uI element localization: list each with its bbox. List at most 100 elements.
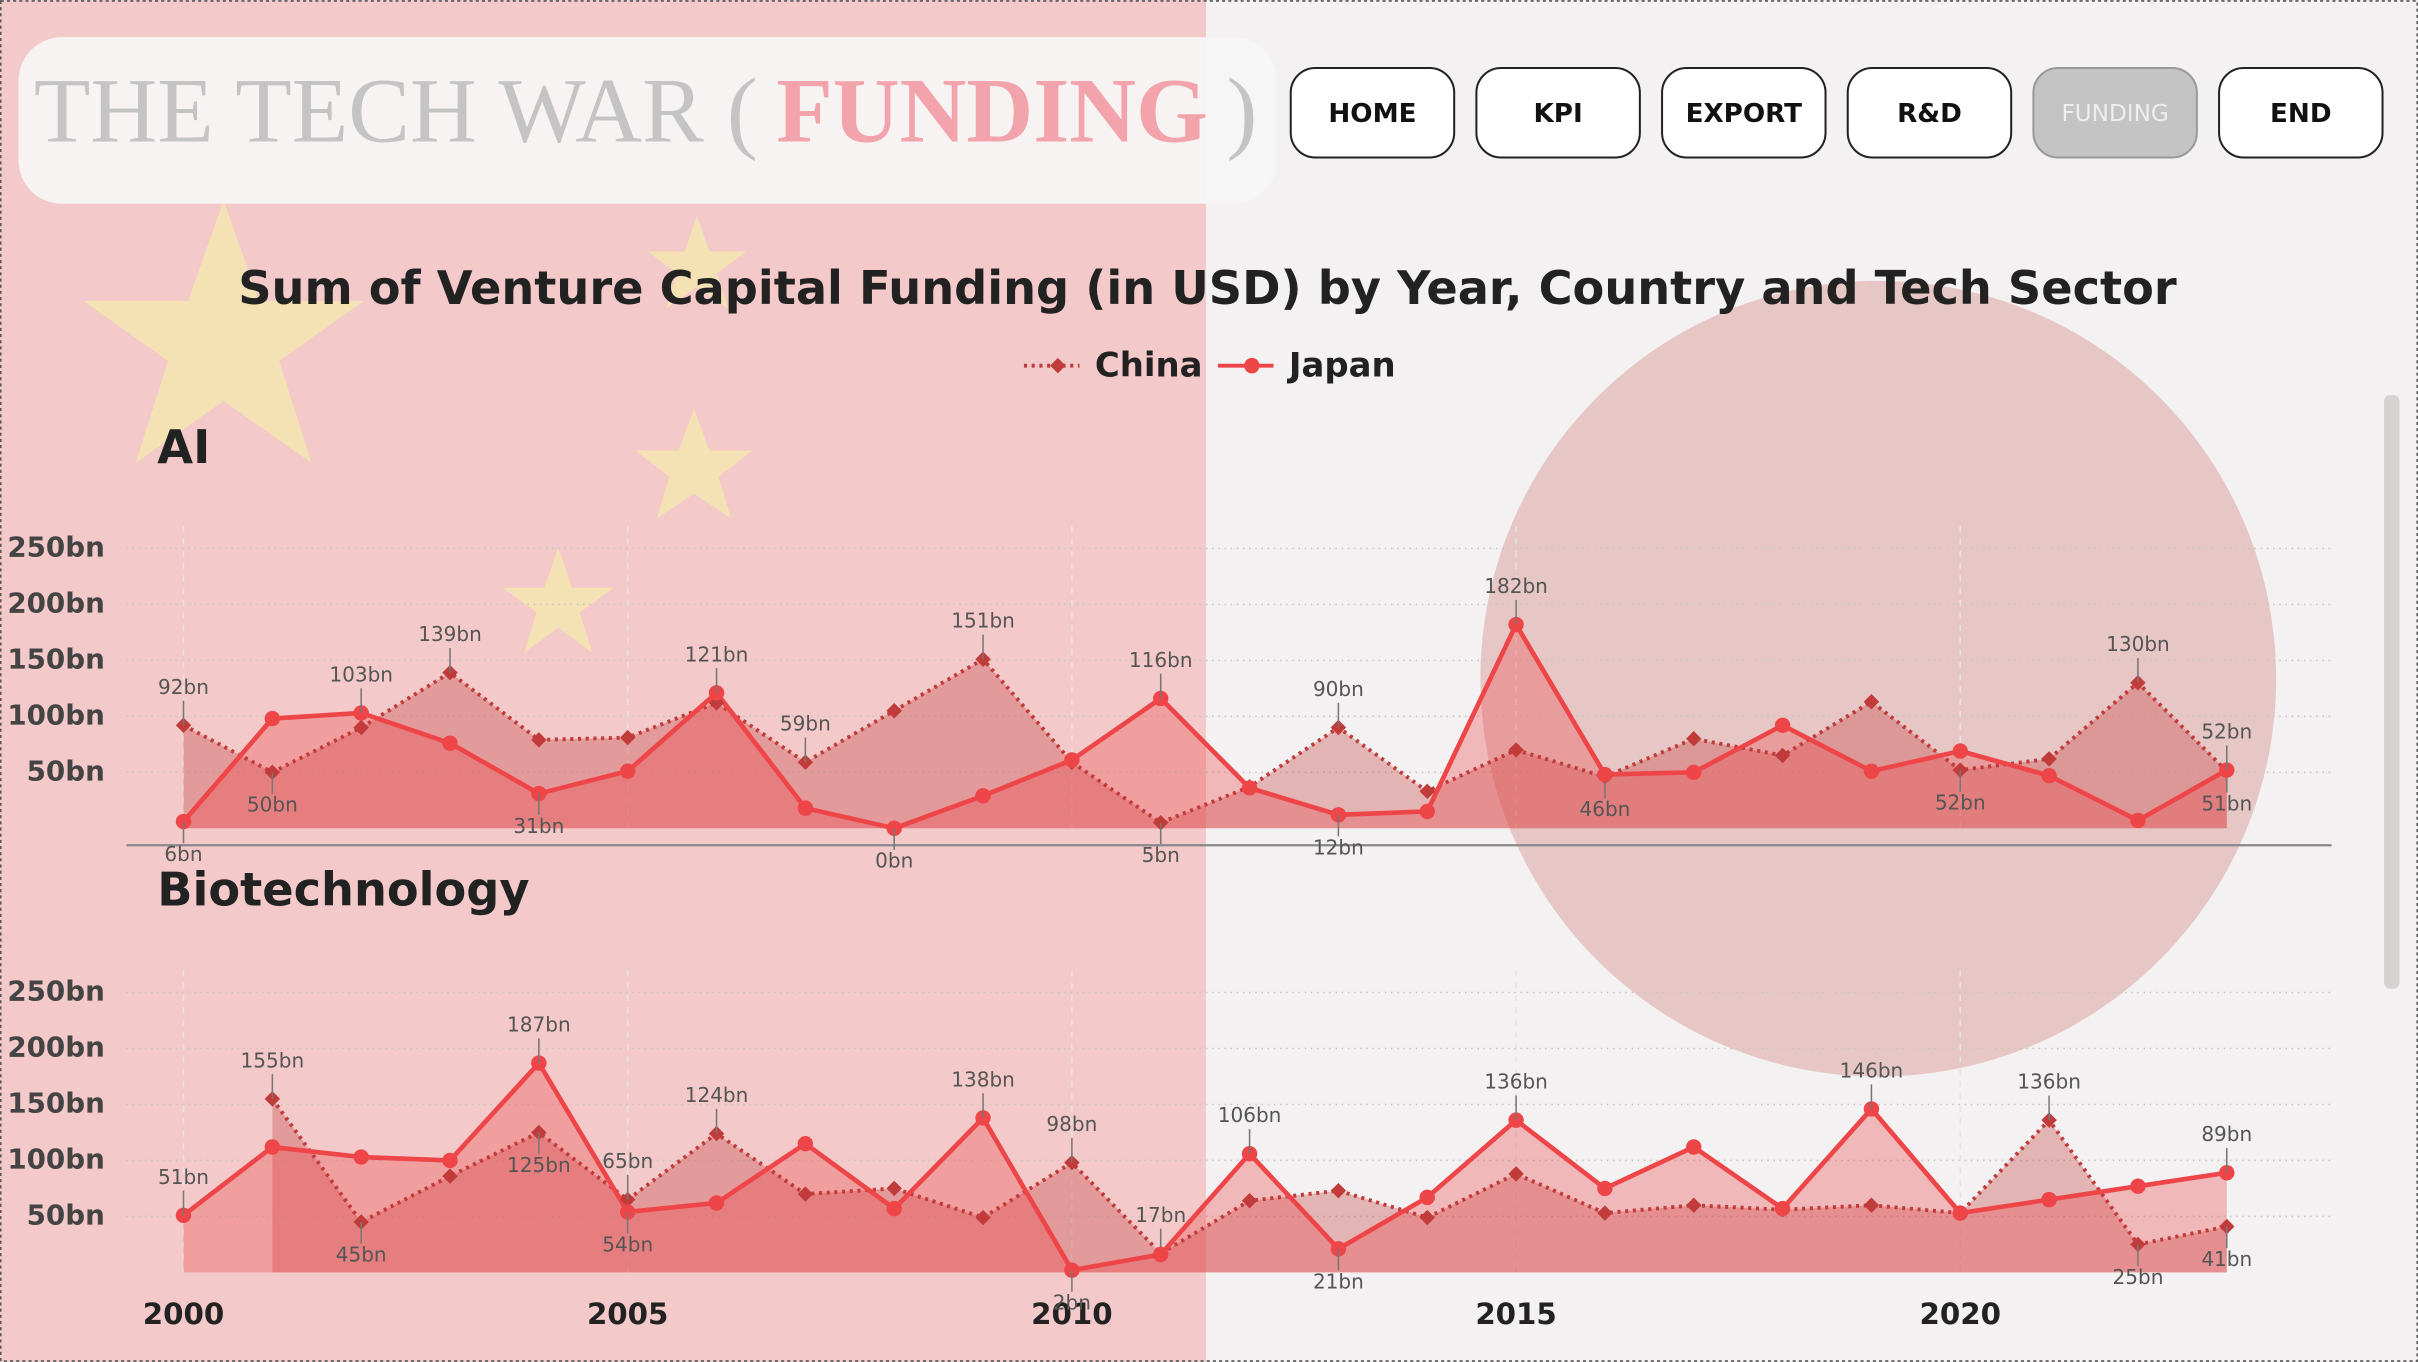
- nav-button[interactable]: END: [2218, 67, 2384, 159]
- nav-button[interactable]: HOME: [1289, 67, 1456, 159]
- point-marker: [264, 1139, 281, 1155]
- series-area: [183, 1063, 2227, 1273]
- series-area: [183, 659, 2227, 829]
- point-marker: [1153, 1246, 1169, 1263]
- point-marker: [797, 800, 814, 816]
- flag-star: [635, 408, 753, 519]
- data-label: 90bn: [1313, 677, 1364, 701]
- button-label[interactable]: HOME: [1328, 99, 1416, 129]
- data-label: 51bn: [158, 1165, 209, 1189]
- plot-panel: 50bn 100bn 150bn 200bn 250bn 2000 2005 2010 2015…: [7, 970, 2332, 1331]
- point-marker: [797, 1135, 814, 1152]
- point-marker: [1241, 1146, 1258, 1162]
- point-marker: [2041, 767, 2057, 784]
- button-label[interactable]: FUNDING: [2061, 101, 2168, 127]
- y-tick-label: 150bn: [7, 642, 105, 675]
- point-marker: [1419, 803, 1435, 820]
- button-label[interactable]: R&D: [1897, 99, 1962, 129]
- point-marker: [2041, 1191, 2057, 1208]
- japan-flag-circle: [1480, 280, 2277, 1077]
- data-label: 50bn: [247, 793, 298, 817]
- point-marker: [708, 1195, 725, 1211]
- point-marker: [886, 703, 902, 719]
- scrollbar: [2384, 394, 2400, 989]
- panel-title: Biotechnology: [157, 863, 529, 917]
- data-label: 12bn: [1313, 835, 1364, 859]
- point-marker: [1597, 1205, 1613, 1221]
- data-label: 125bn: [507, 1153, 571, 1177]
- plot-panel: 50bn 100bn 150bn 200bn 250bn 92bn 50bn 139bn 59b…: [7, 526, 2332, 873]
- point-marker: [1419, 1189, 1435, 1206]
- data-label: 2bn: [1053, 1291, 1091, 1315]
- legend: China Japan: [1023, 346, 1396, 385]
- button-label[interactable]: END: [2270, 99, 2332, 129]
- flag-star: [502, 547, 614, 653]
- title-prefix: THE TECH WAR (: [34, 61, 758, 163]
- data-label: 138bn: [951, 1067, 1015, 1091]
- button-label[interactable]: KPI: [1533, 99, 1582, 129]
- point-marker: [1686, 764, 1702, 781]
- header-title: THE TECH WAR (FUNDING): [34, 61, 1257, 163]
- data-label: 54bn: [602, 1232, 653, 1256]
- y-tick-label: 100bn: [7, 698, 105, 731]
- data-label: 121bn: [685, 642, 749, 666]
- point-marker: [1774, 1200, 1791, 1217]
- y-tick-label: 250bn: [7, 530, 105, 563]
- point-marker: [531, 732, 547, 748]
- point-marker: [1064, 752, 1080, 768]
- point-marker: [1686, 731, 1702, 747]
- china-flag: [0, 0, 1206, 1362]
- point-marker: [1774, 717, 1791, 733]
- data-label: 116bn: [1129, 648, 1193, 672]
- data-label: 155bn: [241, 1048, 305, 1072]
- button-frame[interactable]: [1846, 67, 2013, 159]
- point-marker: [886, 1180, 902, 1197]
- button-frame[interactable]: [2032, 67, 2198, 159]
- point-marker: [1241, 1193, 1258, 1209]
- data-label: 65bn: [602, 1149, 653, 1173]
- header-box: [18, 37, 1277, 204]
- x-tick-label: 2015: [1475, 1297, 1557, 1331]
- nav-button[interactable]: KPI: [1475, 67, 1641, 159]
- nav-button[interactable]: FUNDING: [2032, 67, 2198, 159]
- data-label: 0bn: [875, 849, 913, 873]
- point-marker: [264, 710, 281, 727]
- data-label: 31bn: [513, 814, 564, 838]
- data-label: 136bn: [1484, 1070, 1548, 1094]
- point-marker: [1952, 1205, 1968, 1221]
- point-marker: [442, 1168, 458, 1184]
- point-marker: [619, 1204, 636, 1220]
- nav-button[interactable]: R&D: [1846, 67, 2013, 159]
- nav-button[interactable]: EXPORT: [1661, 67, 1827, 159]
- data-label: 106bn: [1218, 1103, 1282, 1127]
- point-marker: [1686, 1197, 1702, 1213]
- point-marker: [975, 788, 991, 804]
- button-label[interactable]: EXPORT: [1686, 99, 1803, 129]
- point-marker: [264, 1091, 281, 1107]
- y-tick-label: 50bn: [27, 754, 105, 787]
- data-label: 98bn: [1046, 1112, 1097, 1136]
- title-highlight: FUNDING: [776, 61, 1208, 163]
- series-line: [182, 657, 2229, 825]
- button-frame[interactable]: [2218, 67, 2384, 159]
- flag-star: [647, 216, 747, 309]
- data-label: 45bn: [336, 1242, 387, 1266]
- point-marker: [442, 1152, 458, 1169]
- data-label: 52bn: [2201, 720, 2252, 744]
- point-marker: [1597, 1180, 1613, 1197]
- data-label: 187bn: [507, 1013, 571, 1037]
- data-label: 89bn: [2201, 1122, 2252, 1146]
- point-marker: [1419, 1209, 1435, 1226]
- series-line: [182, 1060, 2228, 1273]
- button-frame[interactable]: [1289, 67, 1456, 159]
- y-tick-label: 100bn: [7, 1142, 105, 1175]
- button-frame[interactable]: [1661, 67, 1827, 159]
- data-label: 103bn: [329, 662, 393, 686]
- y-tick-label: 200bn: [7, 586, 105, 619]
- data-label: 25bn: [2112, 1265, 2163, 1289]
- button-frame[interactable]: [1475, 67, 1641, 159]
- plots: 50bn 100bn 150bn 200bn 250bn 92bn 50bn 139bn 59b…: [7, 526, 2332, 1331]
- data-label: 151bn: [951, 609, 1015, 633]
